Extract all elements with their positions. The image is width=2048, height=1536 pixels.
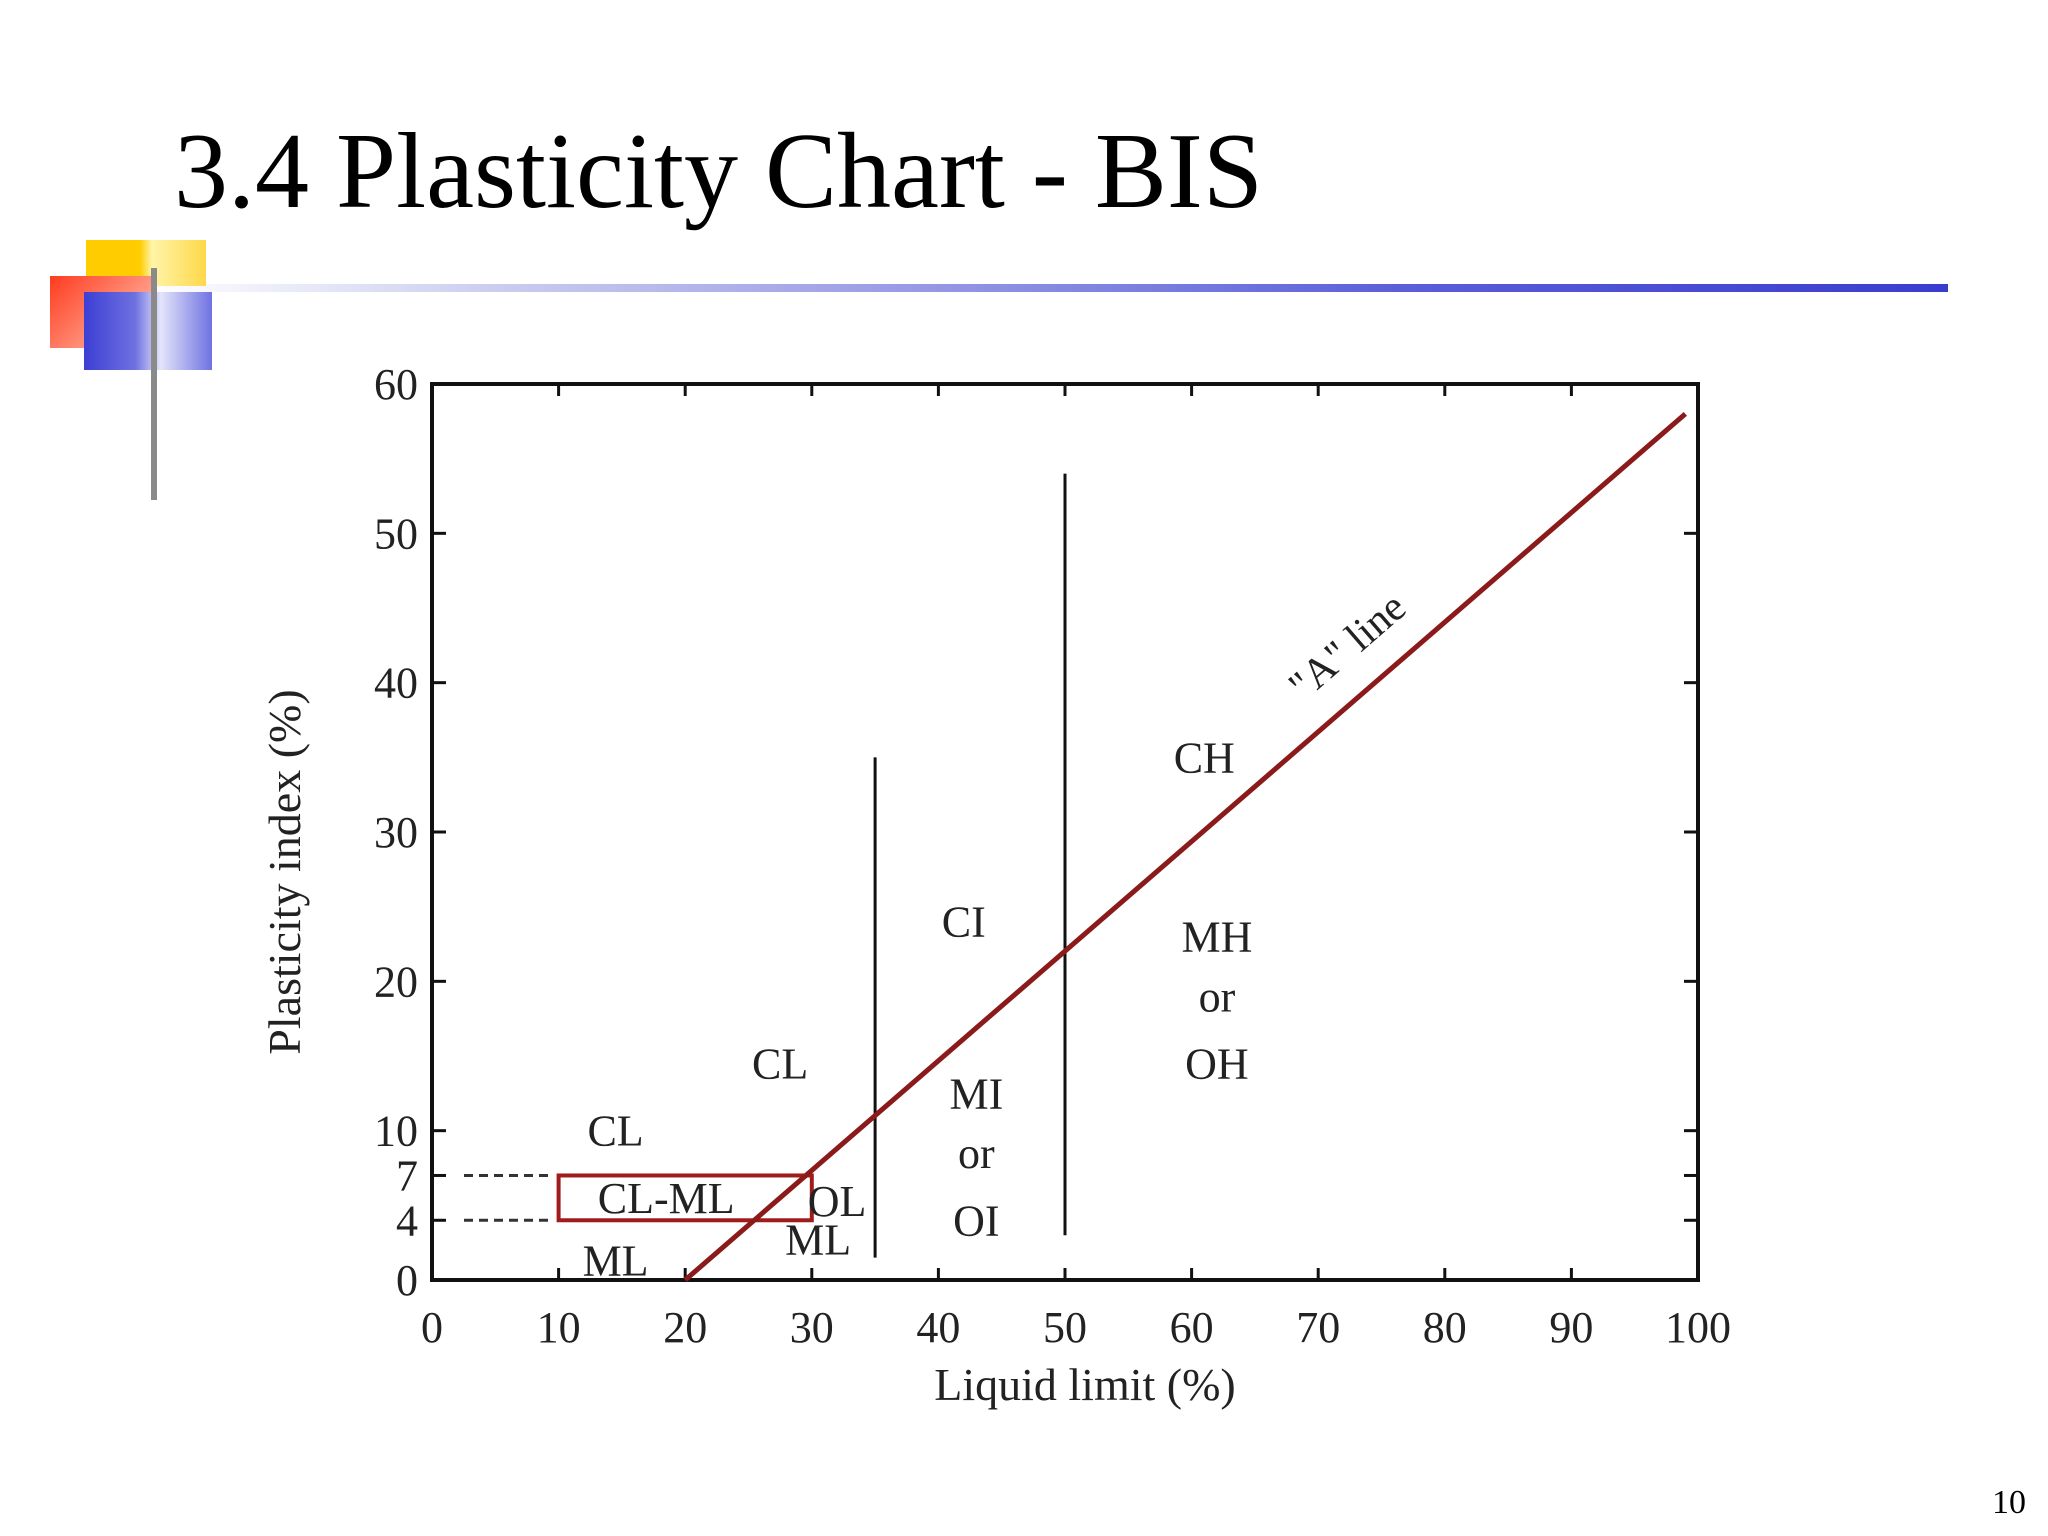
y-axis-label: Plasticity index (%)	[259, 689, 310, 1054]
y-tick-label: 0	[396, 1256, 418, 1305]
y-tick-label: 40	[374, 659, 418, 708]
x-tick-label: 70	[1296, 1303, 1340, 1352]
x-tick-label: 60	[1170, 1303, 1214, 1352]
zone-label: ML	[583, 1237, 649, 1286]
x-tick-label: 80	[1423, 1303, 1467, 1352]
zone-label: CL	[752, 1039, 808, 1088]
y-tick-label: 4	[396, 1196, 418, 1245]
zone-label: CI	[942, 898, 986, 947]
zone-label: or	[1199, 972, 1236, 1021]
zone-label: OH	[1185, 1039, 1249, 1088]
a-line	[683, 411, 1687, 1282]
x-tick-label: 90	[1549, 1303, 1593, 1352]
zone-label: CH	[1174, 733, 1235, 782]
x-axis-label: Liquid limit (%)	[934, 1359, 1236, 1410]
decorative-vertical-bar	[151, 268, 157, 500]
x-tick-label: 40	[916, 1303, 960, 1352]
y-tick-label: 10	[374, 1107, 418, 1156]
y-tick-label: 20	[374, 957, 418, 1006]
y-tick-label: 50	[374, 509, 418, 558]
y-tick-label: 7	[396, 1151, 418, 1200]
x-tick-label: 20	[663, 1303, 707, 1352]
x-tick-label: 50	[1043, 1303, 1087, 1352]
zone-label: ML	[785, 1216, 851, 1265]
zone-label: OI	[953, 1196, 999, 1245]
zone-label: or	[958, 1129, 995, 1178]
y-tick-label: 30	[374, 808, 418, 857]
a-line-label: "A" line	[1280, 584, 1415, 709]
cl-ml-zone-box	[556, 1173, 814, 1223]
page-number: 10	[1992, 1484, 2026, 1521]
x-tick-label: 0	[421, 1303, 443, 1352]
decorative-blue-square	[84, 292, 212, 370]
zone-label: OL	[808, 1177, 867, 1226]
slide-title: 3.4 Plasticity Chart - BIS	[174, 112, 1263, 231]
x-tick-label: 10	[537, 1303, 581, 1352]
zone-label: CL	[587, 1107, 643, 1156]
y-tick-label: 60	[374, 360, 418, 409]
zone-label: CL-ML	[598, 1174, 735, 1223]
zone-label: MH	[1181, 913, 1252, 962]
zone-label: MI	[949, 1069, 1003, 1118]
x-tick-label: 100	[1665, 1303, 1731, 1352]
title-rule	[150, 284, 1948, 292]
x-tick-label: 30	[790, 1303, 834, 1352]
